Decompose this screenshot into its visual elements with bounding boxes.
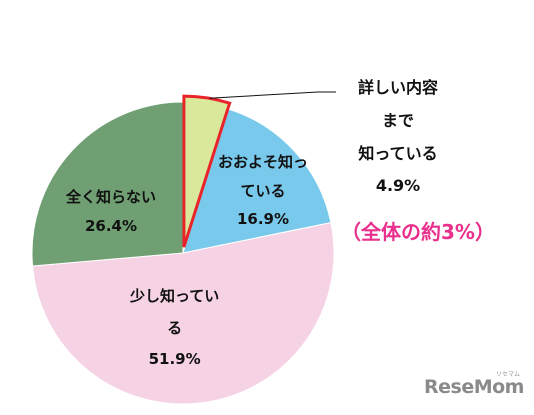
slice-label-roughly-value: 16.9%	[236, 210, 290, 228]
slice-label-little-line-2: る	[167, 318, 183, 337]
slice-none	[31, 101, 184, 267]
slice-label-roughly: おおよそ知っ ている 16.9%	[218, 148, 308, 234]
callout-line-1: 詳しい内容	[357, 78, 438, 97]
callout-value: 4.9%	[375, 176, 421, 196]
slice-label-none: 全く知らない 26.4%	[66, 183, 156, 240]
slice-label-roughly-line-1: おおよそ知っ	[218, 153, 309, 171]
callout-leader-line	[209, 91, 336, 99]
callout-line-3: 知っている	[358, 143, 438, 163]
slice-roughly	[182, 108, 332, 254]
callout-line-2: まで	[381, 110, 414, 130]
callout-detailed-label: 詳しい内容 まで 知っている 4.9%	[338, 72, 458, 203]
slice-little	[32, 222, 335, 405]
slice-label-roughly-line-2: ている	[240, 181, 286, 200]
slice-label-none-value: 26.4%	[84, 216, 138, 235]
slice-label-little-line-1: 少し知ってい	[130, 287, 220, 305]
callout-note: （全体の約3%）	[341, 220, 495, 244]
resemom-logo-subtext: リセマム	[496, 371, 521, 378]
slice-detailed-highlight	[182, 94, 232, 248]
slice-label-none-line-1: 全く知らない	[66, 188, 157, 206]
slice-label-little: 少し知ってい る 51.9%	[130, 281, 219, 376]
slice-label-little-value: 51.9%	[148, 350, 201, 368]
resemom-logo: ReseMom	[424, 376, 524, 398]
